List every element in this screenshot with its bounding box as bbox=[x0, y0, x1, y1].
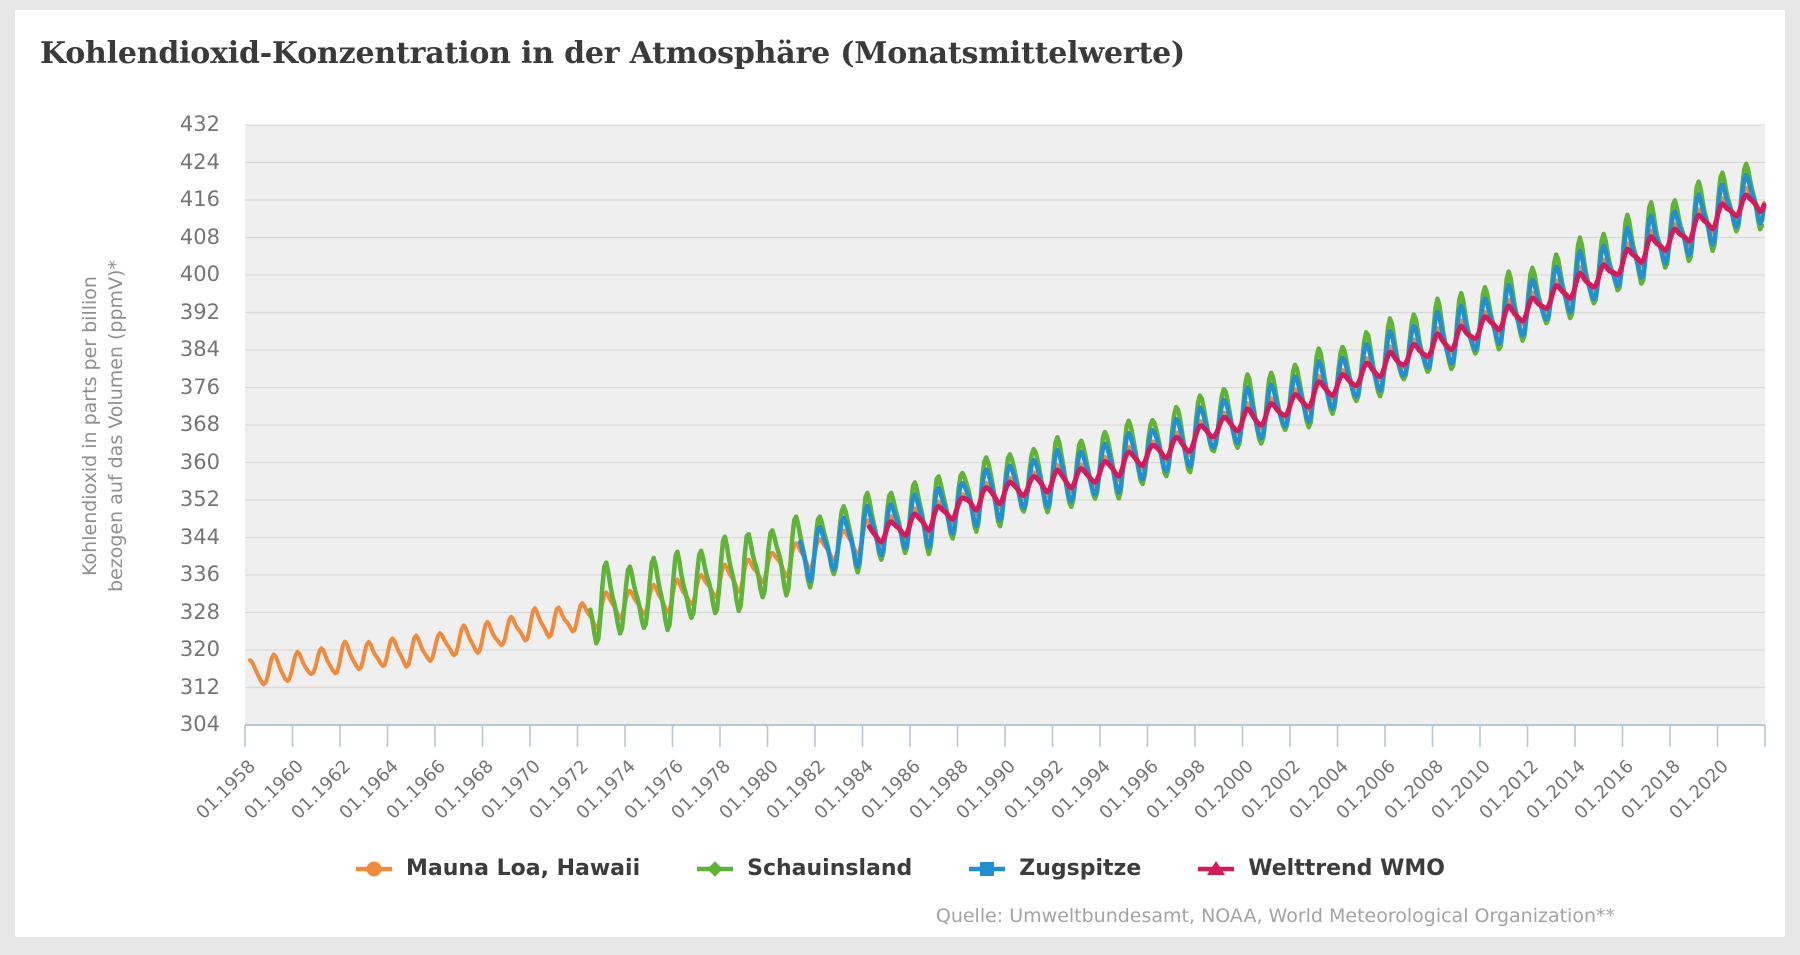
y-tick-label: 312 bbox=[179, 674, 220, 699]
y-tick-label: 320 bbox=[179, 637, 220, 661]
chart-title: Kohlendioxid-Konzentration in der Atmosp… bbox=[40, 36, 1185, 71]
source-note: Quelle: Umweltbundesamt, NOAA, World Met… bbox=[935, 905, 1615, 927]
y-tick-label: 376 bbox=[179, 374, 220, 399]
y-tick-label: 392 bbox=[179, 299, 220, 324]
y-axis-title: Kohlendioxid in parts per billion bezoge… bbox=[78, 196, 132, 656]
legend-item-schauinsland[interactable]: Schauinsland bbox=[696, 856, 912, 881]
y-axis-title-line2: bezogen auf das Volumen (ppmV)* bbox=[104, 260, 127, 592]
legend-label: Welttrend WMO bbox=[1248, 856, 1445, 881]
y-tick-label: 360 bbox=[179, 449, 220, 474]
legend-item-zugspitze[interactable]: Zugspitze bbox=[968, 856, 1141, 881]
y-tick-label: 384 bbox=[179, 337, 220, 361]
legend-label: Schauinsland bbox=[747, 856, 913, 881]
y-tick-label: 432 bbox=[179, 112, 220, 136]
legend-item-welttrend-wmo[interactable]: Welttrend WMO bbox=[1197, 856, 1445, 881]
y-tick-label: 344 bbox=[179, 524, 220, 549]
plot-svg bbox=[244, 124, 1767, 747]
y-tick-label: 408 bbox=[179, 224, 220, 249]
series-line-zugspitze bbox=[797, 172, 1767, 584]
y-tick-label: 368 bbox=[179, 412, 220, 436]
legend-label: Zugspitze bbox=[1019, 856, 1142, 881]
circle-marker-icon bbox=[356, 861, 393, 876]
y-tick-label: 400 bbox=[179, 262, 220, 286]
legend-label: Mauna Loa, Hawaii bbox=[406, 856, 641, 881]
diamond-marker-icon bbox=[697, 860, 734, 877]
chart-card: Kohlendioxid-Konzentration in der Atmosp… bbox=[15, 10, 1785, 937]
y-axis-title-line1: Kohlendioxid in parts per billion bbox=[79, 276, 101, 576]
series-line-welttrend-wmo bbox=[866, 192, 1767, 545]
y-tick-label: 304 bbox=[179, 712, 220, 736]
legend: Mauna Loa, Hawaii Schauinsland Zugspitze We… bbox=[15, 856, 1785, 881]
y-tick-label: 424 bbox=[179, 149, 220, 174]
triangle-marker-icon bbox=[1198, 860, 1235, 875]
y-tick-label: 328 bbox=[179, 599, 220, 624]
y-tick-label: 336 bbox=[179, 562, 220, 586]
y-tick-label: 416 bbox=[179, 187, 220, 211]
legend-item-mauna-loa-hawaii[interactable]: Mauna Loa, Hawaii bbox=[355, 856, 640, 881]
y-tick-label: 352 bbox=[179, 487, 220, 511]
square-marker-icon bbox=[969, 861, 1006, 876]
